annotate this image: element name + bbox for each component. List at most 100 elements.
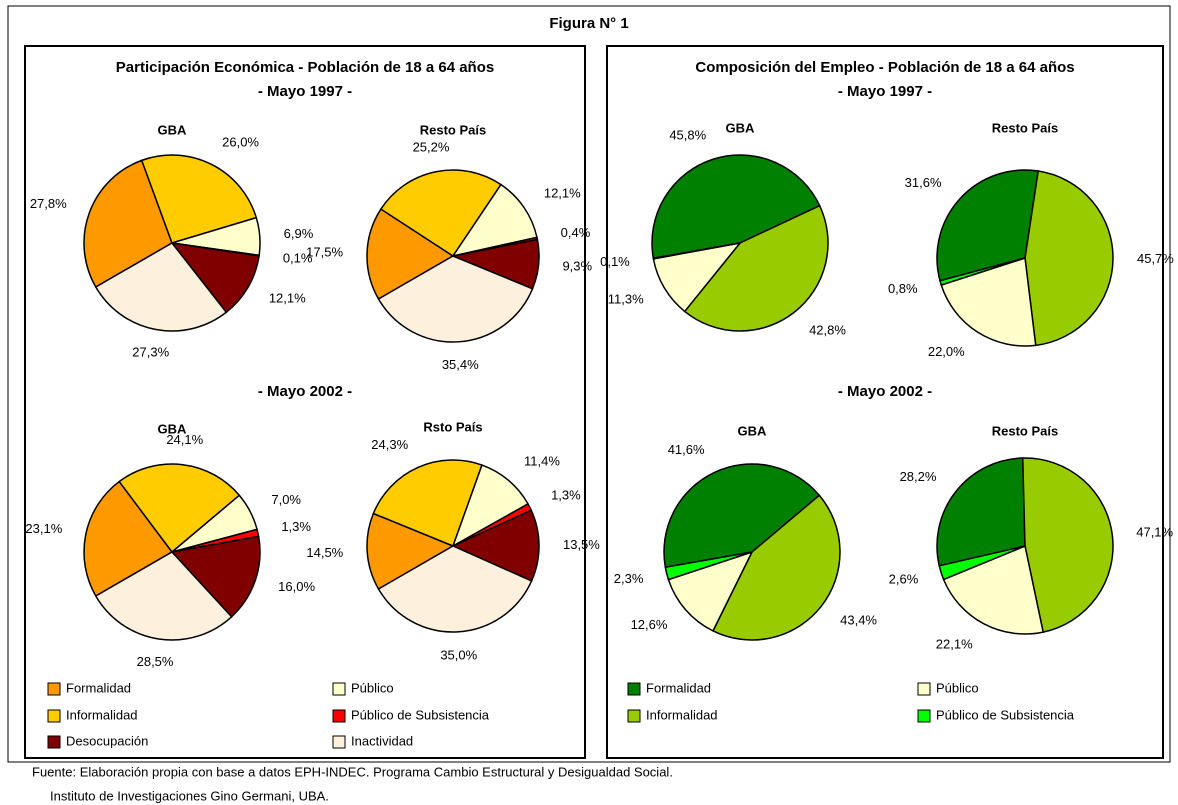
data-label: 0,4% xyxy=(561,225,591,240)
data-label: 26,0% xyxy=(222,134,259,149)
data-label: 1,3% xyxy=(281,519,311,534)
pie-slice xyxy=(83,480,174,598)
pie-slice xyxy=(1024,170,1114,347)
data-label: 16,0% xyxy=(278,579,315,594)
data-label: 28,2% xyxy=(900,469,937,484)
data-label: 41,6% xyxy=(668,442,705,457)
data-label: 22,1% xyxy=(936,636,973,651)
pie-title: Resto País xyxy=(420,122,486,137)
data-label: 43,4% xyxy=(840,613,877,628)
data-label: 45,8% xyxy=(669,128,706,143)
legend-swatch xyxy=(47,709,61,723)
data-label: 27,3% xyxy=(132,344,169,359)
pie-slice xyxy=(940,257,1037,347)
panel-border xyxy=(24,45,586,759)
figure-border xyxy=(7,5,1171,763)
data-label: 47,1% xyxy=(1136,524,1173,539)
pie-title: Rsto País xyxy=(423,419,482,434)
data-label: 25,2% xyxy=(413,140,450,155)
legend-swatch xyxy=(332,682,346,696)
data-label: 12,1% xyxy=(544,185,581,200)
data-label: 12,6% xyxy=(631,617,668,632)
data-label: 45,7% xyxy=(1137,251,1174,266)
data-label: 7,0% xyxy=(271,492,301,507)
pie-slice xyxy=(451,509,540,582)
data-label: 1,3% xyxy=(551,488,581,503)
data-label: 27,8% xyxy=(30,196,67,211)
pie-slice xyxy=(170,241,260,314)
data-label: 35,0% xyxy=(440,647,477,662)
legend-swatch xyxy=(627,709,641,723)
legend-label: Formalidad xyxy=(646,680,711,695)
data-label: 42,8% xyxy=(809,323,846,338)
pie-slice xyxy=(366,208,455,301)
data-label: 0,1% xyxy=(283,251,313,266)
data-label: 24,1% xyxy=(166,432,203,447)
pie-slice xyxy=(936,169,1040,282)
pie-title: Resto País xyxy=(992,423,1058,438)
legend-label: Informalidad xyxy=(66,707,138,722)
pie-slice xyxy=(366,512,455,591)
data-label: 35,4% xyxy=(442,357,479,372)
legend-swatch xyxy=(332,735,346,749)
pie-slice xyxy=(942,544,1045,635)
data-label: 0,1% xyxy=(600,254,630,269)
period-title: - Mayo 2002 - xyxy=(838,383,932,400)
legend-swatch xyxy=(917,709,931,723)
period-title: - Mayo 2002 - xyxy=(258,383,352,400)
pie-slice xyxy=(170,535,261,618)
pie-slice xyxy=(939,257,1026,286)
data-label: 24,3% xyxy=(371,437,408,452)
data-label: 6,9% xyxy=(284,226,314,241)
panel-title: Composición del Empleo - Población de 18… xyxy=(695,59,1074,76)
data-label: 23,1% xyxy=(25,521,62,536)
pie-slice xyxy=(651,154,821,260)
pie-slice xyxy=(938,545,1026,581)
legend-label: Informalidad xyxy=(646,707,718,722)
legend-swatch xyxy=(332,709,346,723)
legend-swatch xyxy=(47,682,61,696)
data-label: 17,5% xyxy=(306,244,343,259)
data-label: 13,5% xyxy=(563,537,600,552)
figure-title: Figura N° 1 xyxy=(549,15,628,32)
pie-title: GBA xyxy=(158,122,188,137)
pie-title: Resto País xyxy=(992,120,1058,135)
data-label: 2,3% xyxy=(614,571,644,586)
period-title: - Mayo 1997 - xyxy=(838,83,932,100)
data-label: 11,3% xyxy=(608,292,644,307)
legend-label: Formalidad xyxy=(66,680,131,695)
pie-title: GBA xyxy=(726,120,756,135)
pie-slice xyxy=(664,551,753,581)
legend-label: Público de Subsistencia xyxy=(351,707,490,722)
data-label: 28,5% xyxy=(137,654,174,669)
pie-slice xyxy=(936,457,1026,567)
panel-border xyxy=(606,45,1164,759)
legend-label: Público xyxy=(351,680,394,695)
source: Instituto de Investigaciones Gino German… xyxy=(50,788,329,803)
pie-slice xyxy=(663,463,821,569)
legend-label: Público xyxy=(936,680,979,695)
pie-slice xyxy=(683,204,829,332)
pie-slice xyxy=(667,550,754,632)
legend-swatch xyxy=(917,682,931,696)
pie-slice xyxy=(94,551,233,641)
pie-slice xyxy=(94,242,228,332)
pie-slice xyxy=(379,169,502,258)
pie-slice xyxy=(711,494,841,641)
pie-slice xyxy=(1021,457,1114,633)
data-label: 22,0% xyxy=(928,344,965,359)
legend-label: Inactividad xyxy=(351,733,413,748)
pie-slice xyxy=(372,459,483,547)
data-label: 2,6% xyxy=(889,571,919,586)
data-label: 31,6% xyxy=(905,175,942,190)
source: Fuente: Elaboración propia con base a da… xyxy=(32,764,673,779)
data-label: 14,5% xyxy=(306,545,343,560)
legend-label: Público de Subsistencia xyxy=(936,707,1075,722)
pie-slice xyxy=(140,154,258,244)
period-title: - Mayo 1997 - xyxy=(258,83,352,100)
pie-slice xyxy=(451,183,538,258)
pie-title: GBA xyxy=(738,423,768,438)
pie-slice xyxy=(377,255,534,343)
pie-slice xyxy=(118,463,241,554)
